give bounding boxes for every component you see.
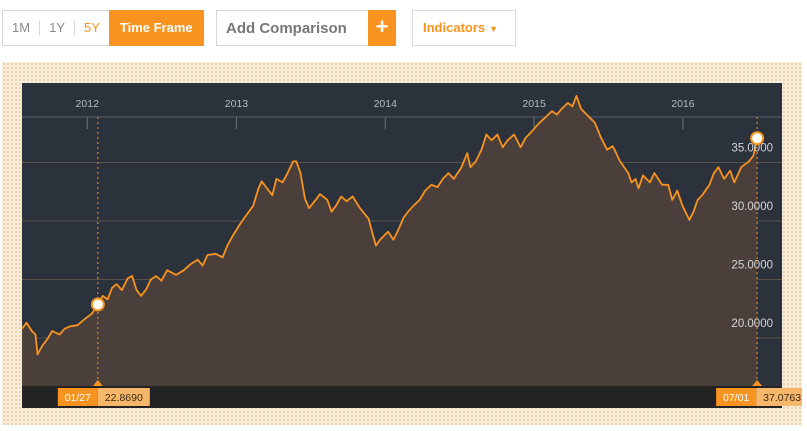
y-tick-label: 30.0000 xyxy=(731,201,773,213)
price-area-layer xyxy=(21,95,758,387)
cursor-date-label: 01/27 xyxy=(65,392,91,404)
x-axis-year-labels: 2012 2013 2014 2015 2016 xyxy=(76,98,695,110)
x-year-label: 2016 xyxy=(671,98,695,110)
cursor-value-box xyxy=(97,388,150,406)
cursor-date-box xyxy=(57,388,98,406)
cursor-layer: 01/27 22.8690 07/01 37.0763 xyxy=(57,117,802,406)
y-tick-label: 35.0000 xyxy=(731,143,773,155)
date-axis-strip xyxy=(22,386,782,408)
cursor-pointer-arrow xyxy=(752,380,763,386)
cursor-value-label: 37.0763 xyxy=(763,392,801,404)
indicators-dropdown[interactable]: Indicators ▼ xyxy=(412,10,516,46)
range-divider xyxy=(73,21,75,35)
range-divider xyxy=(39,21,41,35)
cursor-value-label: 22.8690 xyxy=(105,392,143,404)
add-comparison-plus-button[interactable]: + xyxy=(368,10,396,46)
price-line xyxy=(21,95,758,356)
x-year-label: 2014 xyxy=(374,98,398,110)
price-chart: 2012 2013 2014 2015 2016 20.0000 25.0000 30.00… xyxy=(21,83,802,408)
range-5y-button[interactable]: 5Y xyxy=(83,20,100,35)
y-tick-label: 20.0000 xyxy=(731,318,773,330)
cursor-point-marker xyxy=(90,297,105,312)
range-1y-button[interactable]: 1Y xyxy=(49,20,65,35)
cursor-date-box xyxy=(716,388,757,406)
add-comparison-input[interactable] xyxy=(217,11,367,45)
chart-frame: 2012 2013 2014 2015 2016 20.0000 25.0000 30.00… xyxy=(2,62,802,425)
x-year-label: 2015 xyxy=(522,98,546,110)
cursor-date-label: 07/01 xyxy=(723,392,749,404)
x-year-label: 2013 xyxy=(225,98,249,110)
indicators-label: Indicators xyxy=(423,20,486,35)
cursor-pointer-arrow xyxy=(92,380,103,386)
y-tick-label: 25.0000 xyxy=(731,260,773,272)
x-year-label: 2012 xyxy=(76,98,100,110)
caret-down-icon: ▼ xyxy=(489,24,499,34)
range-selector: 1M 1Y 5Y Time Frame xyxy=(2,10,204,46)
cursor-value-box xyxy=(756,388,802,406)
chart-toolbar: 1M 1Y 5Y Time Frame + Indicators▼ xyxy=(0,0,807,56)
add-comparison-box: + xyxy=(216,10,396,46)
time-frame-button[interactable]: Time Frame xyxy=(108,10,204,46)
cursor-point-marker xyxy=(750,131,765,146)
range-1m-button[interactable]: 1M xyxy=(12,20,31,35)
price-area xyxy=(22,95,758,387)
y-axis-tick-labels: 20.0000 25.0000 30.0000 35.0000 xyxy=(731,143,773,330)
